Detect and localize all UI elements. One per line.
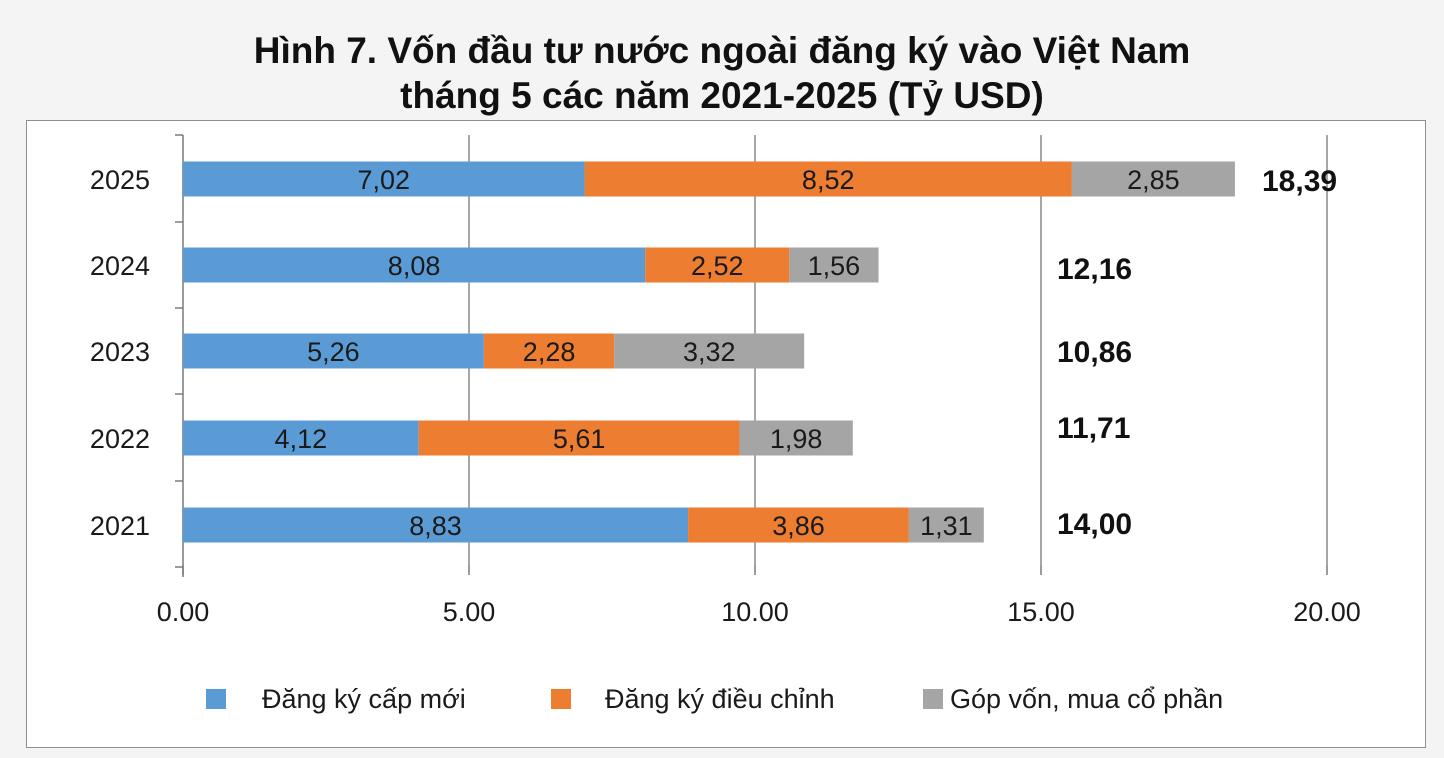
data-label-2021-series-0: 8,83 [409, 511, 462, 541]
data-label-2024-series-1: 2,52 [691, 251, 744, 281]
data-label-2021-series-2: 1,31 [920, 511, 973, 541]
data-label-2021-series-1: 3,86 [772, 511, 825, 541]
data-label-2022-series-1: 5,61 [553, 424, 606, 454]
x-tick-label-3: 15.00 [1007, 597, 1075, 627]
y-tick-label-2025: 2025 [90, 165, 150, 195]
bar-2022-series-2 [739, 420, 853, 456]
total-label-2022: 11,71 [1057, 412, 1130, 445]
bar-2023-series-2 [614, 333, 805, 369]
chart-title-line-1: Hình 7. Vốn đầu tư nước ngoài đăng ký và… [253, 30, 1191, 71]
x-tick-label-0: 0.00 [157, 597, 210, 627]
bar-2021-series-2 [908, 507, 984, 543]
data-label-2023-series-1: 2,28 [523, 337, 576, 367]
total-label-2023: 10,86 [1057, 336, 1132, 369]
data-label-2022-series-0: 4,12 [275, 424, 328, 454]
chart-title-line-2: tháng 5 các năm 2021-2025 (Tỷ USD) [400, 75, 1044, 116]
legend-swatch-0 [206, 689, 226, 709]
x-tick-label-4: 20.00 [1293, 597, 1361, 627]
bar-2025-series-1 [584, 161, 1072, 197]
y-tick-label-2024: 2024 [90, 251, 150, 281]
x-tick-label-2: 10.00 [721, 597, 789, 627]
data-label-2025-series-0: 7,02 [357, 165, 410, 195]
legend-swatch-1 [551, 689, 571, 709]
bar-2024-series-1 [645, 247, 790, 283]
bar-2024-series-0 [183, 247, 646, 283]
total-label-2021: 14,00 [1057, 508, 1132, 541]
bar-2022-series-0 [183, 420, 419, 456]
data-label-2022-series-2: 1,98 [770, 424, 823, 454]
bar-2021-series-1 [688, 507, 909, 543]
y-tick-label-2022: 2022 [90, 424, 150, 454]
y-tick-label-2023: 2023 [90, 337, 150, 367]
bar-2021-series-0 [183, 507, 689, 543]
legend-swatch-2 [923, 689, 943, 709]
legend-label-0: Đăng ký cấp mới [262, 684, 466, 714]
data-label-2024-series-2: 1,56 [808, 251, 861, 281]
data-label-2025-series-2: 2,85 [1127, 165, 1180, 195]
bar-2022-series-1 [418, 420, 740, 456]
y-tick-label-2021: 2021 [90, 511, 150, 541]
total-label-2025: 18,39 [1262, 165, 1337, 198]
chart-title: Hình 7. Vốn đầu tư nước ngoài đăng ký và… [0, 28, 1444, 118]
legend-label-1: Đăng ký điều chỉnh [605, 684, 835, 714]
legend-label-2: Góp vốn, mua cổ phần [950, 684, 1223, 714]
x-tick-label-1: 5.00 [443, 597, 496, 627]
bar-2025-series-0 [183, 161, 585, 197]
bar-2023-series-0 [183, 333, 484, 369]
data-label-2024-series-0: 8,08 [388, 251, 441, 281]
data-label-2025-series-1: 8,52 [802, 165, 855, 195]
total-label-2024: 12,16 [1057, 253, 1132, 286]
bar-2024-series-2 [789, 247, 879, 283]
bar-2025-series-2 [1071, 161, 1235, 197]
data-label-2023-series-2: 3,32 [683, 337, 736, 367]
data-label-2023-series-0: 5,26 [307, 337, 360, 367]
bar-2023-series-1 [483, 333, 615, 369]
